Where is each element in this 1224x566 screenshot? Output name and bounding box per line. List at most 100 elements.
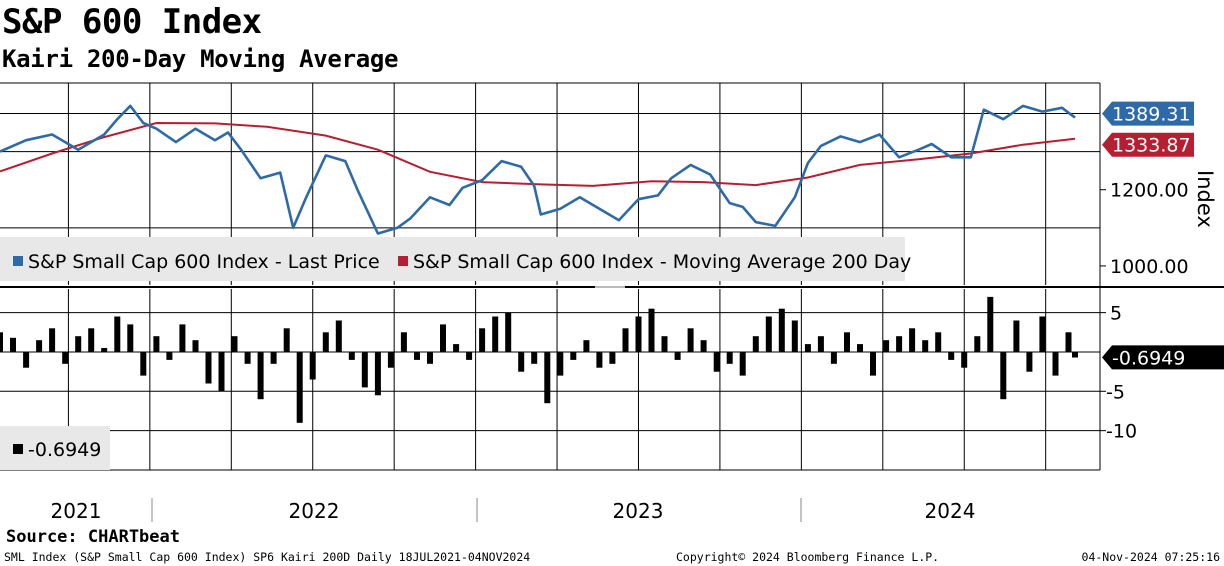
kairi-bar [114,316,121,352]
kairi-bar [505,312,512,352]
kairi-bar [361,352,368,388]
kairi-bar [648,308,655,352]
kairi-bar [518,352,525,372]
kairi-bar [1052,352,1059,376]
kairi-bar [1039,316,1046,352]
kairi-bar [844,332,850,352]
kairi-bar [596,352,603,368]
kairi-bar [36,340,43,352]
kairi-bar [557,352,564,376]
legend-swatch-ma [398,256,408,266]
kairi-bar [583,340,590,352]
kairi-bar [635,316,642,352]
kairi-bar [322,332,329,352]
kairi-bar [400,332,407,352]
legend-label-kairi: -0.6949 [28,439,101,461]
last-value-tag-price-box [1102,101,1194,126]
kairi-bar [0,332,3,352]
kairi-bar [101,348,108,352]
kairi-bar [205,352,212,384]
kairi-bar [296,352,303,423]
kairi-bar [231,336,238,352]
kairi-bar [348,352,355,360]
kairi-bar [948,352,955,360]
kairi-bar [700,340,707,352]
last-value-tag-price: 1389.31 [1102,101,1194,126]
kairi-bar [804,344,811,352]
kairi-bar [896,336,903,352]
kairi-bar [974,336,981,352]
kairi-bar [335,320,342,352]
chart-subtitle: Kairi 200-Day Moving Average [2,45,399,73]
legend-label-price: S&P Small Cap 600 Index - Last Price [28,251,380,273]
legend-label-ma: S&P Small Cap 600 Index - Moving Average… [413,251,911,273]
kairi-bar [817,336,824,352]
x-tick-label-year: 2022 [289,499,340,523]
kairi-bar [857,344,863,352]
series-line-moving-average [0,121,1076,187]
kairi-bar [140,352,147,376]
last-value-tag-kairi: -0.6949 [1102,345,1224,370]
kairi-bar [479,328,486,352]
kairi-bar [88,328,95,352]
kairi-bar [270,352,277,364]
last-value-tag-ma: 1333.87 [1102,132,1194,157]
last-value-tag-price-text: 1389.31 [1112,104,1191,126]
kairi-bar [10,337,16,352]
kairi-bar [1000,352,1007,400]
kairi-bar [687,328,694,352]
kairi-bar [570,352,577,360]
kairi-bar [166,352,173,360]
series-line-last-price [0,104,1076,235]
kairi-bar [466,352,473,360]
kairi-bar [492,316,499,352]
y-tick-label: 5 [1110,303,1122,325]
kairi-bar [661,336,668,352]
kairi-bar [713,352,720,372]
kairi-bar [387,352,394,368]
kairi-bar [414,352,420,360]
kairi-bar [218,352,225,392]
kairi-bar [374,352,381,396]
kairi-bar [987,296,994,352]
kairi-bar [870,352,876,376]
kairi-bar [1026,352,1033,372]
last-value-tag-kairi-box [1102,345,1224,370]
kairi-bar [244,352,251,364]
kairi-bar [752,336,759,352]
last-value-tag-ma-box [1102,132,1194,157]
kairi-bar [309,352,316,380]
chart-title: S&P 600 Index [2,2,262,42]
kairi-bar [1013,320,1020,352]
kairi-bar [544,352,551,404]
y-tick-label: 1200.00 [1110,180,1189,202]
y-tick-label: -10 [1106,421,1137,443]
kairi-bar [883,340,890,352]
kairi-bar [935,332,942,352]
kairi-bar [179,324,186,352]
kairi-bar [922,340,929,352]
kairi-bar [427,352,433,364]
legend-swatch-price [13,256,23,266]
y-tick-label: -5 [1106,381,1125,403]
source-note: Source: CHARTbeat [6,527,180,547]
kairi-bar [674,352,681,360]
kairi-bar [1065,332,1072,352]
y-axis-label: Index [1193,170,1217,228]
footer-series-info: SML Index (S&P Small Cap 600 Index) SP6 … [4,550,531,564]
kairi-bar [1072,352,1078,358]
x-tick-label-year: 2023 [613,499,664,523]
kairi-bar [283,328,290,352]
last-value-tag-kairi-text: -0.6949 [1112,347,1185,369]
kairi-bar [49,328,56,352]
x-tick-label-year: 2021 [51,499,102,523]
kairi-bar [153,336,160,352]
kairi-bar [909,328,916,352]
kairi-bar [961,352,968,368]
legend-swatch-kairi [13,444,23,454]
kairi-bar [23,352,30,368]
kairi-bar [440,324,446,352]
kairi-bar [778,308,785,352]
kairi-bar [609,352,616,364]
